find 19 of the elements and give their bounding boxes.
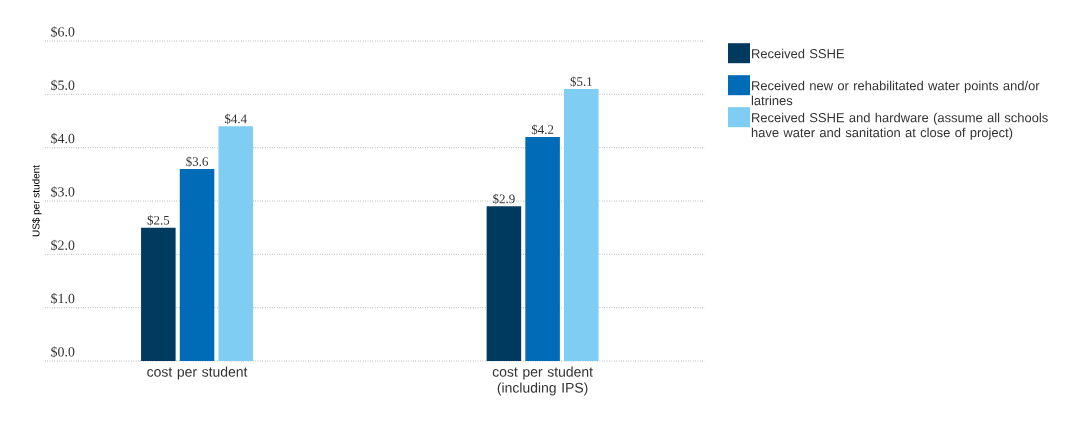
data-label: $5.1 bbox=[570, 76, 592, 87]
x-tick-label: cost per student (including IPS) bbox=[492, 366, 593, 396]
y-axis-title: US$ per student bbox=[32, 165, 42, 237]
y-tick-label: $1.0 bbox=[51, 292, 75, 305]
data-label: $2.5 bbox=[147, 215, 170, 226]
y-tick-label: $5.0 bbox=[51, 79, 75, 91]
y-tick-label: $2.0 bbox=[51, 239, 75, 251]
data-label: $2.9 bbox=[493, 193, 515, 205]
legend-label: Received new or rehabilitated water points and/or latrines bbox=[751, 80, 1040, 106]
legend-label: Received SSHE and hardware (assume all schools have water and sanitation at close of project) bbox=[751, 112, 1048, 140]
x-tick-label: cost per student bbox=[147, 366, 248, 380]
y-tick-label: $4.0 bbox=[51, 132, 75, 145]
data-label: $4.4 bbox=[224, 113, 247, 125]
y-tick-label: $6.0 bbox=[51, 26, 75, 38]
data-label: $4.2 bbox=[531, 124, 554, 135]
y-tick-label: $0.0 bbox=[51, 346, 75, 358]
y-tick-label: $3.0 bbox=[51, 186, 75, 198]
legend-label: Received SSHE bbox=[752, 48, 844, 59]
data-label: $3.6 bbox=[186, 156, 208, 167]
